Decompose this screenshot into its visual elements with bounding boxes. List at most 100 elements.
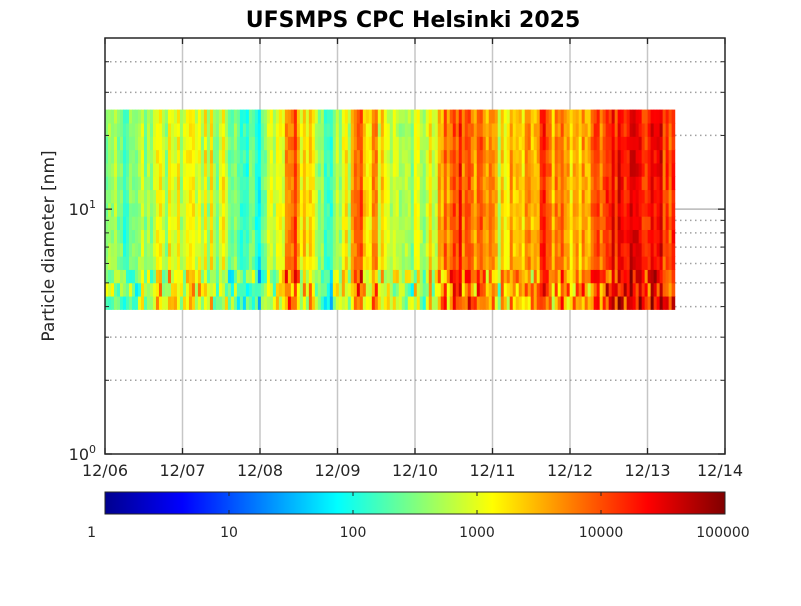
heatmap-cell (527, 176, 532, 191)
heatmap-cell (515, 295, 520, 310)
heatmap-cell (386, 256, 391, 270)
heatmap-cell (593, 122, 598, 137)
heatmap-cell (338, 162, 343, 177)
heatmap-cell (530, 256, 535, 270)
heatmap-cell (488, 149, 493, 164)
heatmap-cell (167, 269, 172, 284)
heatmap-cell (176, 136, 181, 151)
heatmap-cell (623, 229, 628, 244)
heatmap-cell (656, 256, 661, 270)
heatmap-cell (281, 122, 286, 137)
heatmap-cell (458, 136, 463, 151)
heatmap-cell (662, 176, 667, 191)
heatmap-cell (353, 242, 358, 257)
heatmap-cell (557, 216, 562, 230)
heatmap-cell (599, 162, 604, 177)
heatmap-cell (245, 256, 250, 270)
heatmap-cell (113, 136, 118, 151)
heatmap-cell (326, 269, 331, 284)
heatmap-cell (194, 256, 199, 270)
heatmap-cell (200, 295, 205, 310)
heatmap-cell (392, 242, 397, 257)
heatmap-cell (488, 136, 493, 151)
heatmap-cell (557, 295, 562, 310)
heatmap-cell (317, 149, 322, 164)
heatmap-cell (149, 109, 154, 124)
heatmap-cell (485, 295, 490, 310)
heatmap-cell (668, 295, 673, 310)
heatmap-cell (635, 269, 640, 284)
heatmap-cell (320, 109, 325, 124)
heatmap-cell (335, 122, 340, 137)
heatmap-cell (293, 109, 298, 124)
heatmap-cell (266, 176, 271, 191)
heatmap-cell (128, 269, 133, 284)
heatmap-cell (119, 149, 124, 164)
heatmap-cell (383, 109, 388, 124)
heatmap-cell (272, 229, 277, 244)
heatmap-cell (419, 122, 424, 137)
heatmap-cell (452, 202, 457, 217)
heatmap-cell (311, 176, 316, 191)
heatmap-cell (341, 229, 346, 244)
heatmap-cell (215, 136, 220, 151)
heatmap-cell (524, 282, 529, 297)
heatmap-cell (329, 109, 334, 124)
heatmap-cell (179, 109, 184, 124)
heatmap-cell (176, 189, 181, 204)
heatmap-cell (260, 269, 265, 284)
heatmap-cell (545, 189, 550, 204)
heatmap-cell (626, 149, 631, 164)
heatmap-cell (191, 216, 196, 230)
heatmap-cell (560, 256, 565, 270)
heatmap-cell (188, 282, 193, 297)
heatmap-cell (224, 282, 229, 297)
heatmap-cell (428, 242, 433, 257)
heatmap-cell (668, 136, 673, 151)
heatmap-cell (296, 282, 301, 297)
heatmap-cell (596, 122, 601, 137)
heatmap-cell (599, 122, 604, 137)
heatmap-cell (254, 282, 259, 297)
heatmap-cell (242, 229, 247, 244)
heatmap-cell (194, 229, 199, 244)
heatmap-cell (185, 216, 190, 230)
heatmap-cell (335, 202, 340, 217)
heatmap-cell (338, 242, 343, 257)
heatmap-cell (395, 162, 400, 177)
heatmap-cell (545, 295, 550, 310)
heatmap-cell (392, 162, 397, 177)
heatmap-cell (239, 216, 244, 230)
heatmap-cell (665, 202, 670, 217)
heatmap-cell (464, 242, 469, 257)
heatmap-cell (404, 162, 409, 177)
heatmap-cell (341, 295, 346, 310)
heatmap-cell (221, 202, 226, 217)
heatmap-cell (308, 229, 313, 244)
heatmap-cell (458, 229, 463, 244)
heatmap-cell (140, 189, 145, 204)
heatmap-cell (419, 295, 424, 310)
heatmap-cell (350, 282, 355, 297)
heatmap-cell (146, 109, 151, 124)
heatmap-cell (155, 202, 160, 217)
heatmap-cell (197, 269, 202, 284)
heatmap-cell (389, 189, 394, 204)
heatmap-cell (458, 242, 463, 257)
heatmap-cell (512, 282, 517, 297)
heatmap-cell (446, 149, 451, 164)
heatmap-cell (608, 282, 613, 297)
heatmap-cell (278, 242, 283, 257)
heatmap-cell (212, 162, 217, 177)
heatmap-cell (191, 122, 196, 137)
heatmap-cell (566, 269, 571, 284)
heatmap-cell (389, 202, 394, 217)
heatmap-cell (578, 109, 583, 124)
heatmap-cell (467, 256, 472, 270)
heatmap-cell (455, 109, 460, 124)
heatmap-cell (251, 202, 256, 217)
heatmap-cell (431, 216, 436, 230)
heatmap-cell (536, 122, 541, 137)
heatmap-cell (224, 295, 229, 310)
heatmap-cell (296, 269, 301, 284)
